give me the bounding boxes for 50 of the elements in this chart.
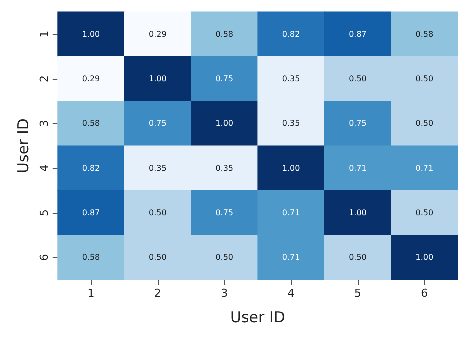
x-tick-label: 1 (88, 287, 95, 300)
x-tick-label: 3 (221, 287, 228, 300)
data-label: 0.71 (349, 164, 367, 173)
data-label: 0.82 (282, 30, 300, 39)
data-label: 0.50 (349, 74, 367, 84)
data-label: 0.71 (282, 253, 300, 262)
y-tick-label: 5 (38, 210, 51, 216)
data-label: 0.50 (416, 74, 434, 84)
data-label: 0.87 (82, 208, 100, 218)
data-label: 0.71 (416, 164, 434, 173)
data-label: 0.50 (149, 208, 167, 218)
data-label: 0.58 (416, 30, 434, 39)
data-label: 1.00 (216, 119, 234, 128)
data-label: 0.75 (149, 119, 167, 128)
y-axis-title: User ID (14, 118, 32, 174)
y-tick-label: 6 (38, 254, 51, 262)
data-label: 0.75 (216, 208, 234, 218)
data-label: 0.75 (216, 74, 234, 84)
x-tick-label: 4 (288, 287, 295, 300)
data-label: 0.87 (349, 30, 367, 39)
x-tick-label: 5 (354, 287, 362, 300)
data-label: 0.50 (149, 253, 167, 262)
data-label: 0.29 (82, 74, 100, 84)
x-tick-label: 6 (421, 287, 428, 300)
data-label: 0.35 (282, 119, 300, 128)
data-label: 1.00 (349, 208, 367, 218)
x-axis-title: User ID (230, 308, 286, 326)
data-label: 0.58 (82, 119, 100, 128)
data-label: 0.58 (82, 253, 100, 262)
data-label: 0.50 (416, 119, 434, 128)
data-label: 1.00 (149, 74, 167, 84)
y-tick-label: 4 (38, 164, 51, 172)
data-label: 0.35 (216, 164, 234, 173)
data-label: 0.75 (349, 119, 367, 128)
data-label: 1.00 (416, 253, 434, 262)
y-tick-label: 2 (38, 76, 51, 82)
x-tick-label: 2 (154, 287, 162, 300)
data-label: 0.58 (216, 30, 234, 39)
y-tick-label: 3 (38, 120, 51, 128)
data-label: 0.71 (282, 208, 300, 218)
data-label: 0.35 (149, 164, 167, 173)
y-tick-label: 1 (38, 30, 51, 38)
data-label: 0.50 (416, 208, 434, 218)
data-label: 0.50 (349, 253, 367, 262)
data-label: 0.29 (149, 30, 167, 39)
data-label: 1.00 (82, 30, 100, 39)
data-label: 0.82 (82, 164, 100, 173)
data-label: 0.50 (216, 253, 234, 262)
data-label: 0.35 (282, 74, 300, 84)
data-label: 1.00 (282, 164, 300, 173)
